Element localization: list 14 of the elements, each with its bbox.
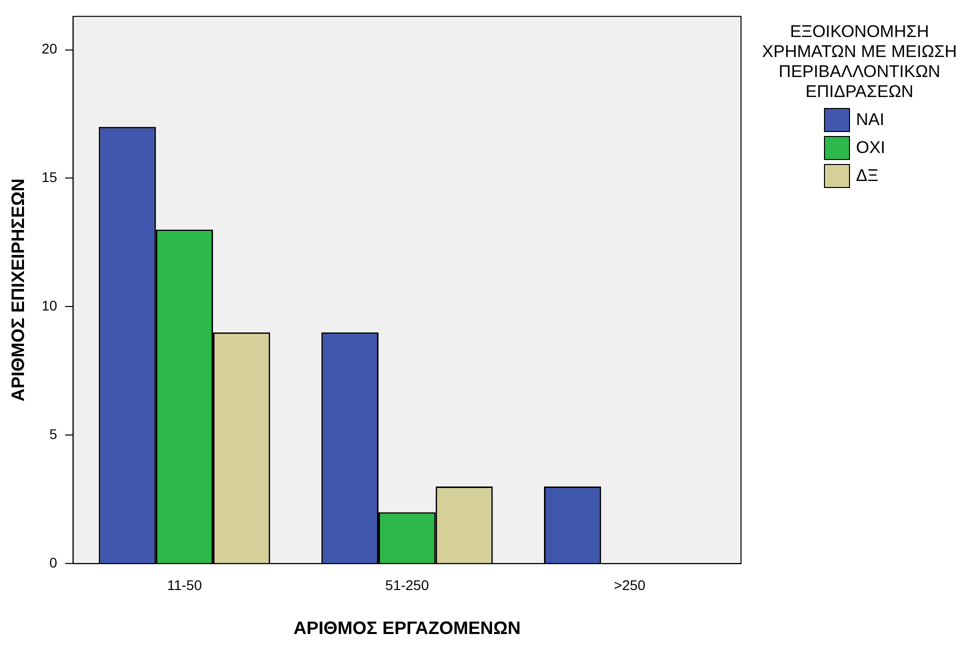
legend-label: ΟΧΙ bbox=[856, 138, 886, 158]
y-tick-label: 5 bbox=[49, 426, 58, 442]
x-axis-title: ΑΡΙΘΜΟΣ ΕΡΓΑΖΟΜΕΝΩΝ bbox=[294, 618, 521, 638]
legend-label: ΝΑΙ bbox=[856, 110, 884, 130]
legend-label: ΔΞ bbox=[856, 166, 878, 186]
y-tick-label: 10 bbox=[42, 298, 58, 314]
x-tick-label: >250 bbox=[614, 576, 646, 593]
x-tick-label: 11-50 bbox=[167, 576, 202, 593]
y-axis-title: ΑΡΙΘΜΟΣ ΕΠΙΧΕΙΡΗΣΕΩΝ bbox=[8, 178, 28, 402]
y-tick-label: 0 bbox=[49, 554, 58, 570]
x-tick-label: 51-250 bbox=[385, 576, 430, 593]
legend-title: ΕΞΟΙΚΟΝΟΜΗΣΗ ΧΡΗΜΑΤΩΝ ΜΕ ΜΕΙΩΣΗ ΠΕΡΙΒΑΛΛΟΝΤΙΚΩΝ ΕΠΙΔΡΑΣΕΩΝ bbox=[761, 22, 958, 102]
y-tick-label: 20 bbox=[42, 40, 58, 57]
y-tick-label: 15 bbox=[42, 169, 58, 186]
